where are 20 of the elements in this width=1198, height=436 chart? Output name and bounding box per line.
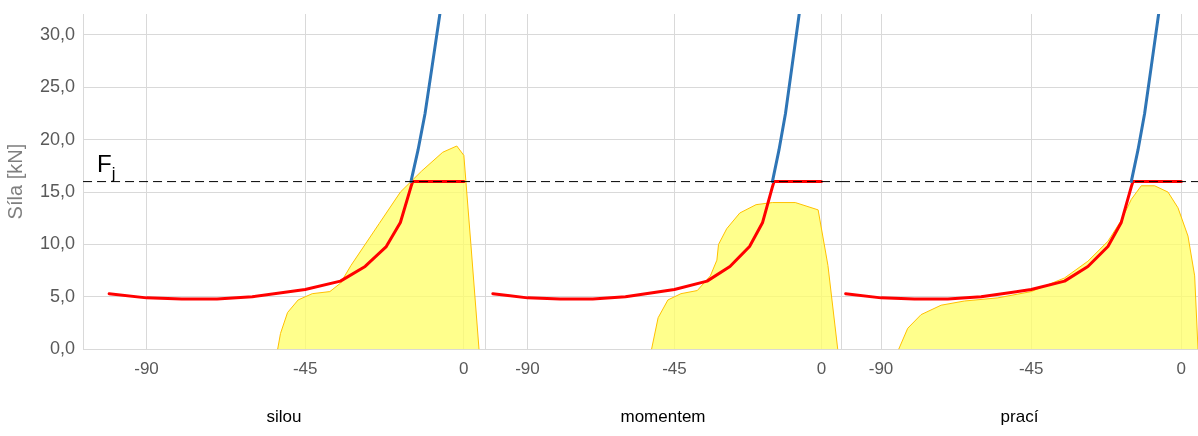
y-tick-label: 0,0 bbox=[50, 338, 76, 359]
y-tick-label: 15,0 bbox=[39, 181, 76, 202]
x-tick-label: -45 bbox=[1018, 359, 1044, 379]
x-tick-label: 0 bbox=[459, 359, 469, 379]
x-axis-title: prací bbox=[1000, 407, 1039, 427]
x-tick-label: -45 bbox=[662, 359, 687, 379]
x-tick-label: 0 bbox=[1176, 359, 1187, 379]
y-tick-label: 30,0 bbox=[39, 23, 76, 44]
y-tick-label: 25,0 bbox=[39, 76, 76, 97]
y-tick-label: 10,0 bbox=[39, 233, 76, 254]
y-tick-label: 20,0 bbox=[39, 128, 76, 149]
x-tick-label: -90 bbox=[868, 359, 894, 379]
x-axis-title: momentem bbox=[620, 407, 706, 427]
y-axis-title: Síla [kN] bbox=[3, 143, 26, 220]
x-tick-label: -90 bbox=[134, 359, 159, 379]
x-tick-label: 0 bbox=[816, 359, 827, 379]
x-tick-label: -45 bbox=[292, 359, 318, 379]
x-tick-label: -90 bbox=[515, 359, 540, 379]
x-axis-title: silou bbox=[266, 407, 302, 427]
y-tick-label: 5,0 bbox=[50, 285, 76, 306]
